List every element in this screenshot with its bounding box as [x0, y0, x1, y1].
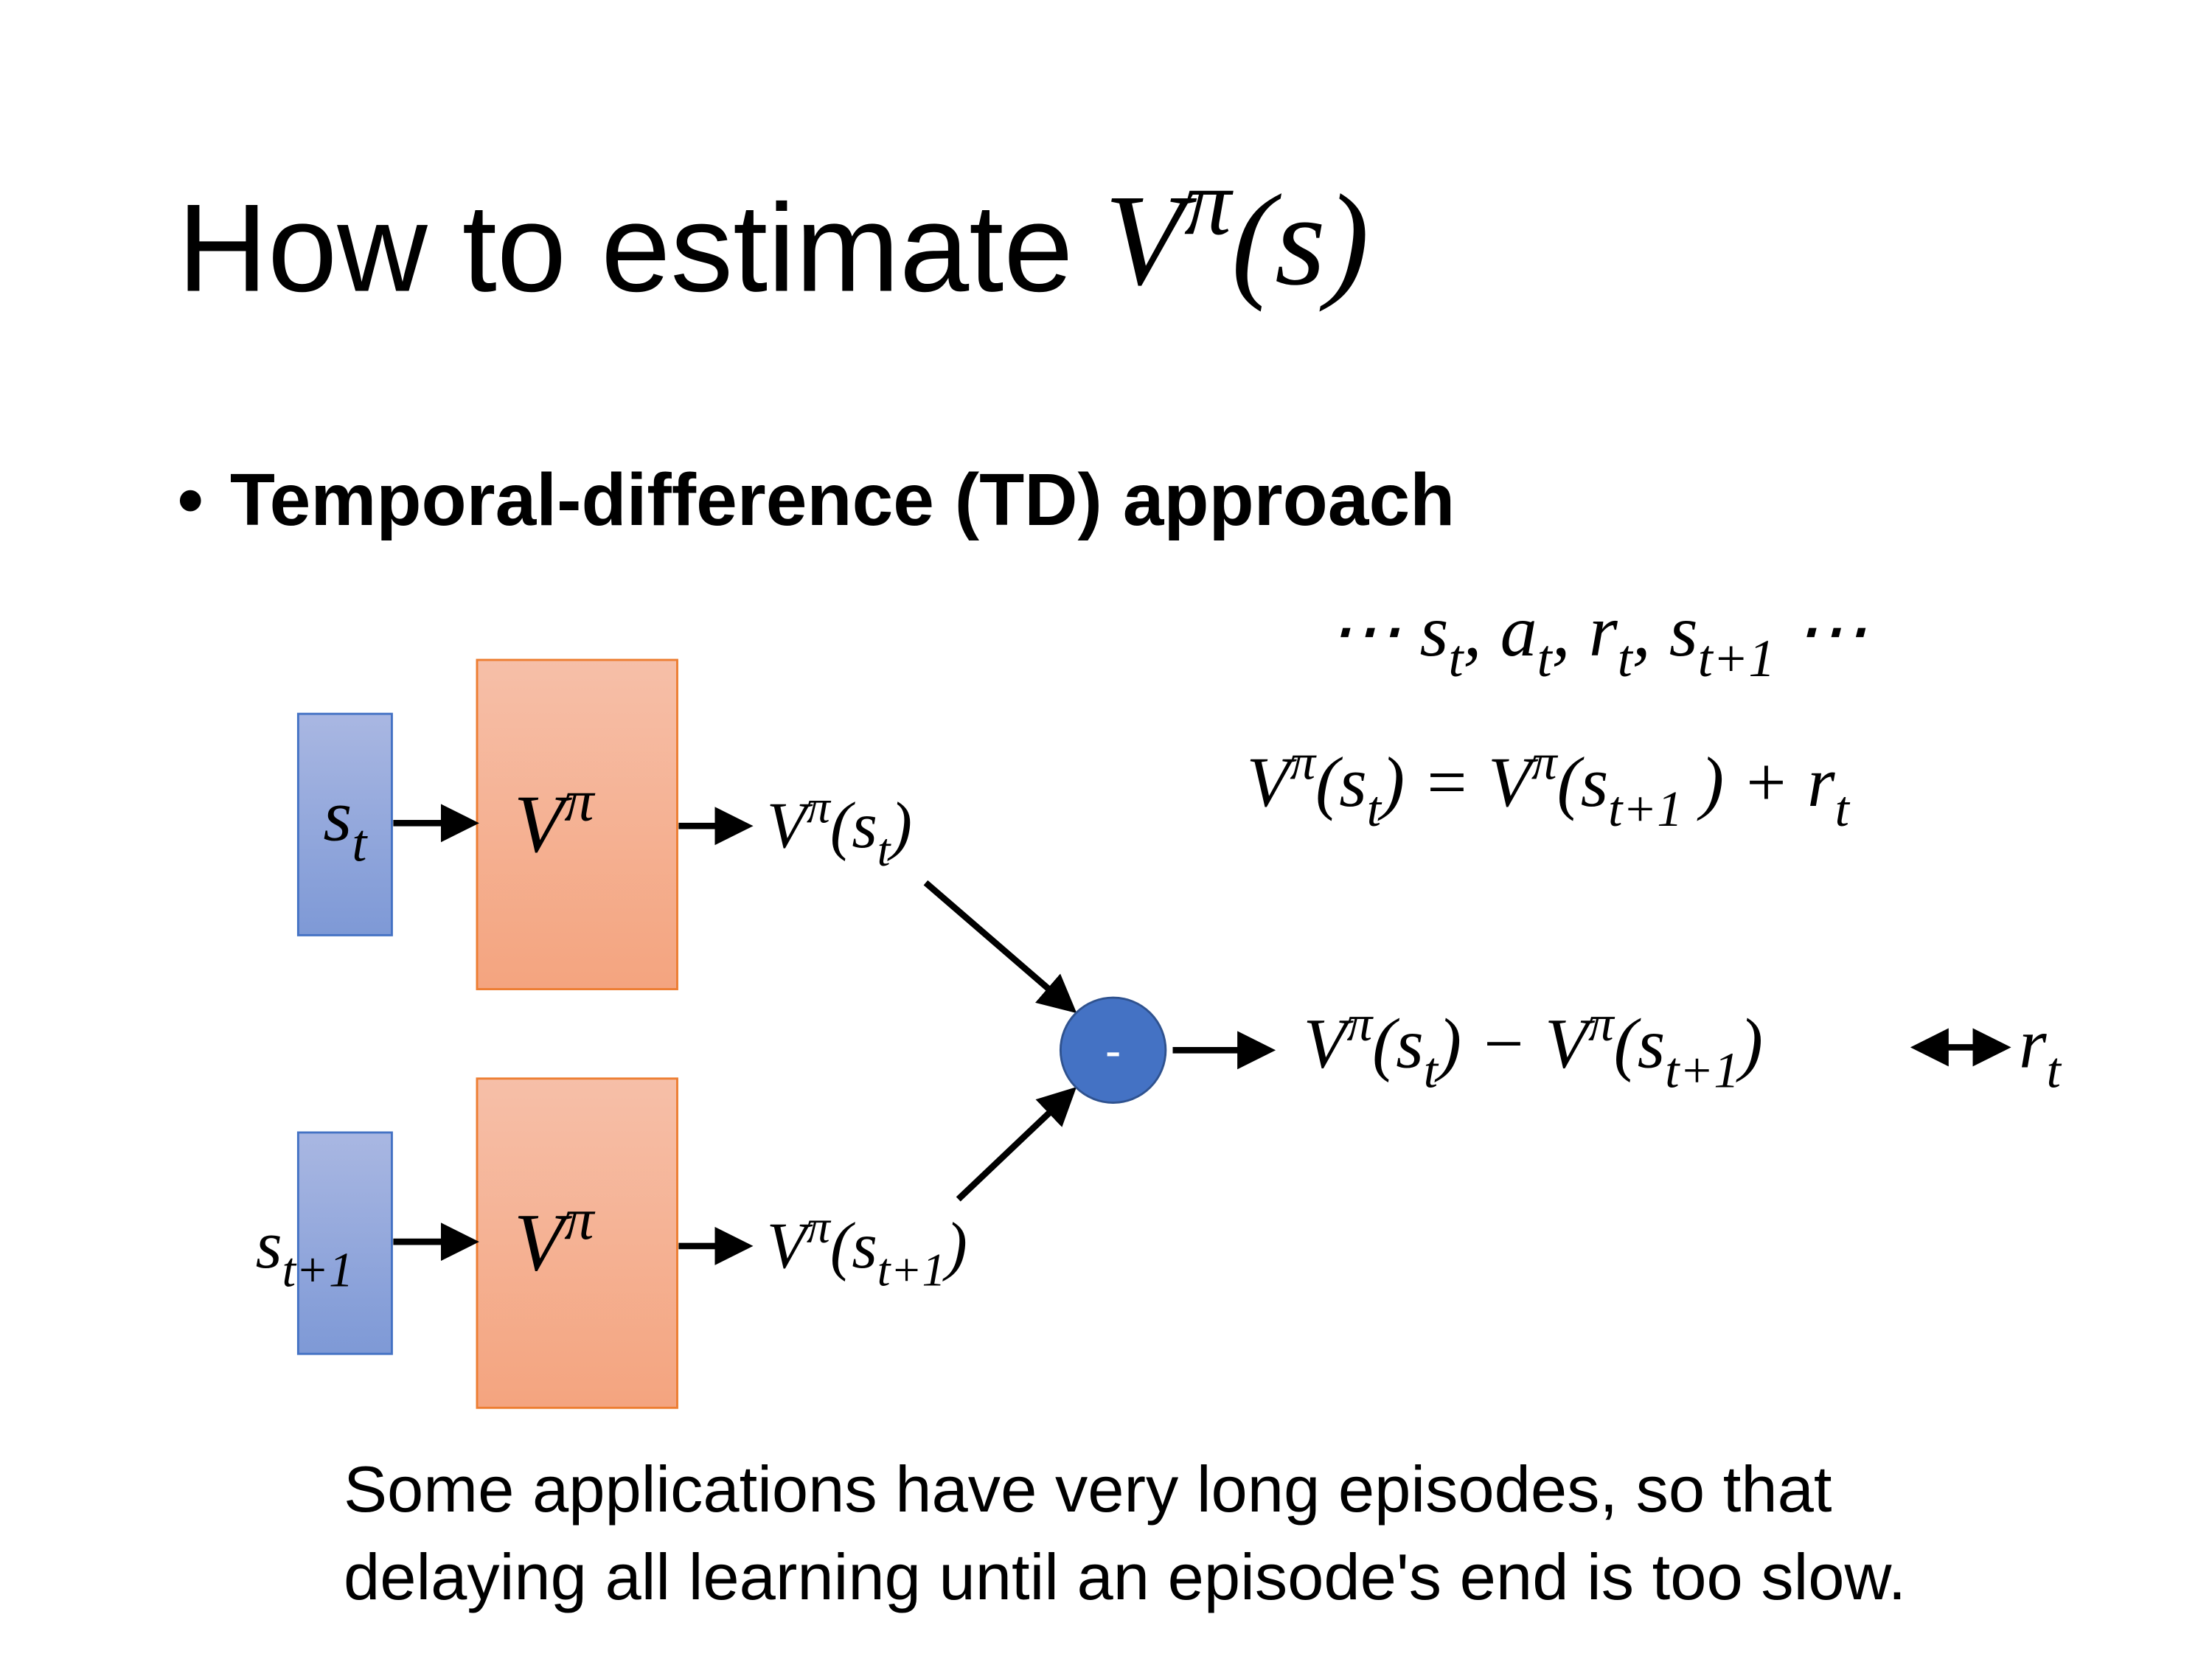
bullet-dot: • — [178, 459, 204, 541]
math-text: V — [1105, 168, 1197, 313]
math-text: V — [1304, 1004, 1354, 1082]
math-text: (s) — [1231, 168, 1369, 313]
math-text: r — [2019, 1004, 2047, 1082]
math-sub: t — [1537, 629, 1554, 688]
math-sub: t+1 — [282, 1244, 354, 1298]
math-sup: π — [1346, 995, 1374, 1051]
math-text: (s — [1315, 742, 1367, 821]
math-text: V — [767, 1210, 813, 1282]
value-net — [476, 658, 678, 990]
math-text: ) = V — [1377, 742, 1539, 821]
footnote: delaying all learning until an episode's… — [344, 1540, 1906, 1613]
arrow — [923, 880, 1077, 1014]
math-sub: t — [1618, 629, 1634, 688]
math-text: , s — [1632, 590, 1698, 672]
math-text: s — [256, 1207, 282, 1282]
math-sub: t — [877, 824, 891, 876]
math-sup: π — [1531, 734, 1559, 790]
math-text: , a — [1464, 590, 1537, 672]
math-sup: π — [1588, 995, 1615, 1051]
math-text: (s — [1372, 1004, 1424, 1082]
math-text: V — [514, 1198, 572, 1289]
math-sub: t — [1367, 780, 1382, 837]
math-text: V — [767, 790, 813, 862]
math-sub: t+1 — [877, 1244, 946, 1296]
math-sub: t — [352, 813, 368, 872]
math-text: ) − V — [1434, 1004, 1596, 1082]
math-text: (s — [830, 790, 877, 862]
value-net — [476, 1077, 678, 1409]
math-sup: π — [807, 780, 832, 832]
math-sub: t — [1835, 780, 1851, 837]
math-sub: t — [2047, 1041, 2062, 1098]
math-sub: t+1 — [1608, 780, 1683, 837]
math-sup: π — [564, 1186, 596, 1252]
math-text: s — [323, 774, 352, 856]
state-box — [296, 712, 393, 936]
math-text: V — [1247, 742, 1298, 821]
title: How to estimate — [178, 178, 1074, 318]
target: rt — [2019, 1004, 2062, 1098]
node-label: Vπ(st) — [767, 780, 912, 875]
math-text: ⋯ s — [1327, 590, 1448, 672]
math-text: (s — [830, 1210, 877, 1282]
math-text: ) — [887, 790, 913, 862]
math-text: , r — [1552, 590, 1618, 672]
math-sup: π — [564, 768, 596, 833]
math-sub: t — [1448, 629, 1464, 688]
math-text: ⋯ — [1775, 590, 1867, 672]
node-label: Vπ — [514, 1186, 596, 1288]
node-label: - — [1105, 1023, 1121, 1077]
node-label: Vπ(st+1) — [767, 1200, 967, 1295]
math-text: ) — [942, 1210, 967, 1282]
math-sup: π — [1184, 150, 1234, 255]
state-box — [296, 1131, 393, 1355]
math-text: ) + r — [1683, 742, 1835, 821]
title-math: Vπ(s) — [1105, 150, 1369, 313]
math-sub: t — [1424, 1041, 1439, 1098]
math-sub: t+1 — [1665, 1041, 1739, 1098]
math-text: - — [1105, 1023, 1121, 1077]
math-sup: π — [807, 1200, 832, 1253]
math-text: ) — [1736, 1004, 1763, 1082]
math-sub: t+1 — [1698, 629, 1775, 688]
difference: Vπ(st) − Vπ(st+1) — [1304, 995, 1763, 1098]
node-label: Vπ — [514, 768, 596, 869]
node-label: st+1 — [256, 1207, 354, 1298]
node-label: st — [323, 774, 368, 872]
math-text: (s — [1557, 742, 1609, 821]
bullet: Temporal-difference (TD) approach — [230, 459, 1455, 541]
footnote: Some applications have very long episode… — [344, 1453, 1832, 1526]
equation: Vπ(st) = Vπ(st+1 ) + rt — [1247, 734, 1851, 837]
sequence: ⋯ st, at, rt, st+1 ⋯ — [1327, 590, 1867, 688]
math-text: (s — [1614, 1004, 1666, 1082]
subtract-node — [1059, 996, 1167, 1104]
math-text: V — [514, 779, 572, 870]
arrow — [956, 1087, 1077, 1202]
math-sup: π — [1290, 734, 1317, 790]
